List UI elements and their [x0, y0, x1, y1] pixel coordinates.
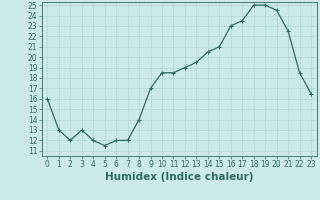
X-axis label: Humidex (Indice chaleur): Humidex (Indice chaleur): [105, 172, 253, 182]
